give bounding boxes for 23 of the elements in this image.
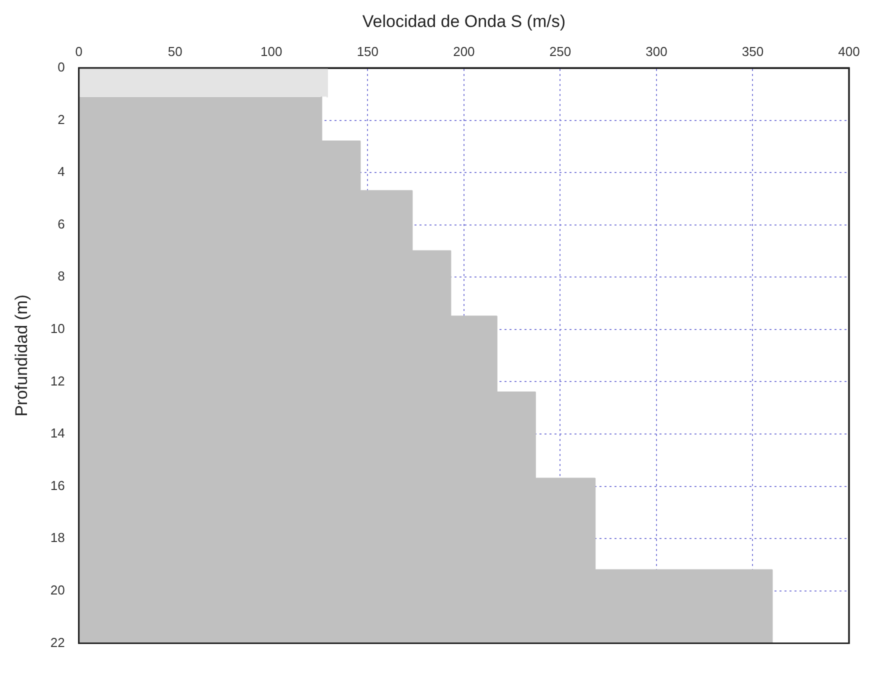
y-tick-label: 10 <box>50 321 65 336</box>
x-tick-label: 100 <box>260 44 282 59</box>
x-tick-label: 50 <box>168 44 182 59</box>
y-tick-label: 4 <box>58 164 65 180</box>
y-tick-label: 6 <box>58 216 65 232</box>
y-tick-label: 18 <box>50 530 65 546</box>
x-tick-label: 150 <box>356 44 379 59</box>
x-tick-label: 300 <box>646 44 668 59</box>
x-axis-title: Velocidad de Onda S (m/s) <box>362 12 566 31</box>
x-tick-label: 250 <box>549 44 572 59</box>
y-tick-label: 0 <box>58 60 65 75</box>
x-tick-label: 350 <box>742 44 764 59</box>
y-tick-label: 20 <box>50 582 65 598</box>
x-tick-label: 0 <box>75 44 82 59</box>
y-tick-label: 12 <box>50 373 65 388</box>
y-tick-label: 2 <box>58 112 65 127</box>
y-tick-label: 16 <box>50 478 65 493</box>
y-tick-label: 14 <box>50 426 65 441</box>
y-axis-title: Profundidad (m) <box>12 294 31 417</box>
x-tick-label: 200 <box>453 44 475 59</box>
y-tick-label: 22 <box>50 634 65 650</box>
y-tick-label: 8 <box>58 268 65 284</box>
x-tick-label: 400 <box>838 44 860 59</box>
